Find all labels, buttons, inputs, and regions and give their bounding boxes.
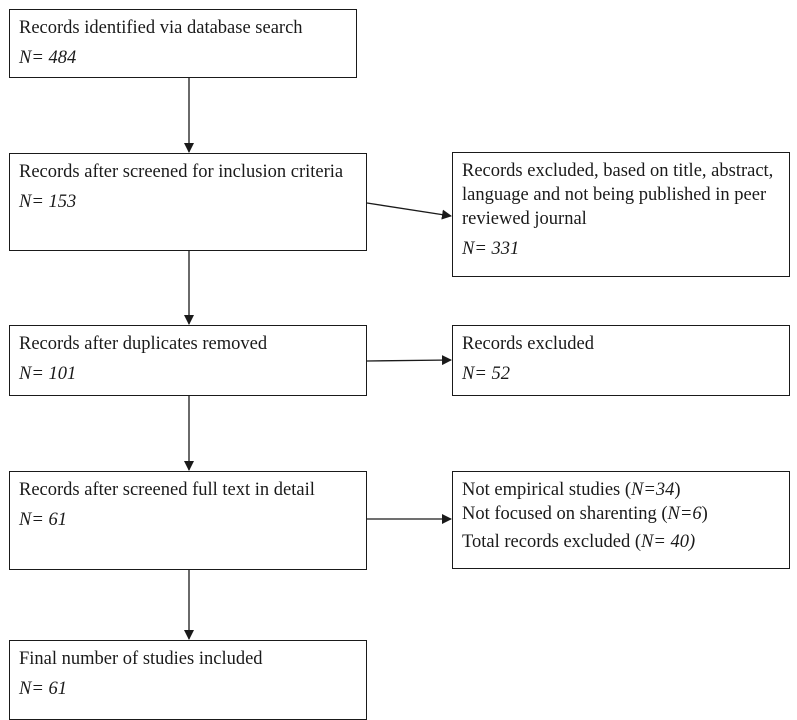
excluded-duplicates-label: Records excluded [462,334,595,354]
arrow-duplicates-to-excluded [366,355,452,366]
final-included-count: N= 61 [19,679,67,699]
excluded-total: Total records excluded (N= 40) [462,532,696,552]
duplicates-removed-label: Records after duplicates removed [19,334,268,354]
box-fulltext-screened: Records after screened full text in deta… [9,471,367,570]
box-excluded-fulltext: Not empirical studies (N=34) Not focused… [452,471,790,569]
excluded-duplicates-count: N= 52 [462,364,510,384]
excluded-nonempirical: Not empirical studies (N=34) [462,480,681,500]
arrow-screened-to-excluded [366,202,452,220]
records-screened-count: N= 153 [19,192,77,212]
records-identified-count: N= 484 [19,48,77,68]
final-included-label: Final number of studies included [19,649,263,669]
box-excluded-duplicates: Records excluded N= 52 [452,325,790,396]
box-duplicates-removed: Records after duplicates removed N= 101 [9,325,367,396]
box-records-identified: Records identified via database search N… [9,9,357,78]
box-excluded-screening: Records excluded, based on title, abstra… [452,152,790,277]
excluded-screening-label: Records excluded, based on title, abstra… [462,161,774,229]
records-identified-label: Records identified via database search [19,18,303,38]
duplicates-removed-count: N= 101 [19,364,77,384]
excluded-screening-count: N= 331 [462,239,520,259]
records-screened-label: Records after screened for inclusion cri… [19,162,344,182]
excluded-not-sharenting: Not focused on sharenting (N=6) [462,504,708,524]
fulltext-screened-label: Records after screened full text in deta… [19,480,315,500]
fulltext-screened-count: N= 61 [19,510,67,530]
box-records-screened: Records after screened for inclusion cri… [9,153,367,251]
